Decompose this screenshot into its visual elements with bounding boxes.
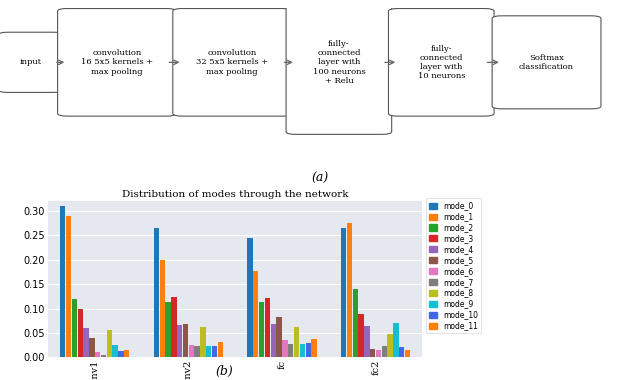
Bar [294,326,299,357]
Text: convolution
32 5x5 kernels +
max pooling: convolution 32 5x5 kernels + max pooling [196,49,268,76]
FancyBboxPatch shape [492,16,601,109]
Bar [358,314,364,357]
Bar [124,350,129,357]
Bar [282,340,287,357]
Bar [405,350,410,357]
Bar [271,324,276,357]
Bar [189,345,194,357]
Bar [83,328,89,357]
Text: Softmax
classification: Softmax classification [519,54,574,71]
Bar [118,352,124,357]
Bar [253,271,259,357]
Bar [195,347,200,357]
Bar [353,289,358,357]
Bar [206,347,211,357]
FancyBboxPatch shape [58,8,176,116]
Bar [265,298,270,357]
Text: input: input [20,58,42,66]
Bar [66,216,71,357]
Bar [101,355,106,357]
Bar [113,345,118,357]
Bar [311,339,317,357]
Bar [364,326,369,357]
Bar [300,344,305,357]
Text: (b): (b) [215,365,233,378]
Bar [95,352,100,357]
Bar [394,323,399,357]
Bar [212,347,217,357]
Bar [77,309,83,357]
Bar [276,317,282,357]
Text: convolution
16 5x5 kernels +
max pooling: convolution 16 5x5 kernels + max pooling [81,49,153,76]
Bar [154,228,159,357]
Bar [107,331,112,357]
Text: fully-
connected
layer with
100 neurons
+ Relu: fully- connected layer with 100 neurons … [312,40,365,85]
Bar [200,326,205,357]
Bar [218,342,223,357]
Title: Distribution of modes through the network: Distribution of modes through the networ… [122,190,348,199]
Legend: mode_0, mode_1, mode_2, mode_3, mode_4, mode_5, mode_6, mode_7, mode_8, mode_9, : mode_0, mode_1, mode_2, mode_3, mode_4, … [426,198,481,333]
Bar [177,325,182,357]
Bar [259,302,264,357]
Bar [159,260,165,357]
FancyBboxPatch shape [286,0,392,135]
Bar [72,299,77,357]
Bar [248,238,253,357]
Bar [288,344,293,357]
FancyBboxPatch shape [388,8,494,116]
FancyBboxPatch shape [0,32,63,92]
Bar [376,350,381,357]
Bar [172,297,177,357]
Bar [387,334,393,357]
Bar [381,347,387,357]
Bar [399,347,404,357]
Bar [90,338,95,357]
Text: fully-
connected
layer with
10 neurons: fully- connected layer with 10 neurons [417,44,465,80]
Bar [347,223,352,357]
Bar [183,324,188,357]
Bar [305,343,311,357]
FancyBboxPatch shape [173,8,291,116]
Bar [370,350,375,357]
Bar [60,206,65,357]
Bar [166,302,171,357]
Text: (a): (a) [312,171,328,185]
Bar [341,228,346,357]
